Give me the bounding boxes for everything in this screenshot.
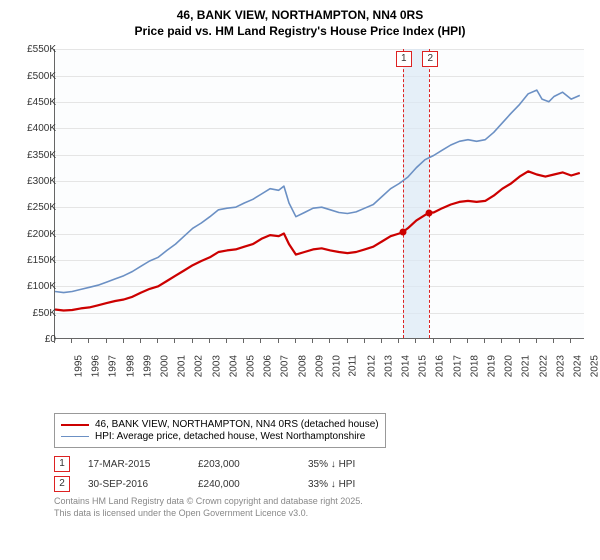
- legend-label-price-paid: 46, BANK VIEW, NORTHAMPTON, NN4 0RS (det…: [95, 419, 379, 430]
- sale-marker-icon-2: 2: [54, 476, 70, 492]
- x-axis-label: 2006: [263, 355, 274, 377]
- x-axis-label: 2015: [417, 355, 428, 377]
- x-axis-label: 2011: [348, 355, 359, 377]
- legend-row-price-paid: 46, BANK VIEW, NORTHAMPTON, NN4 0RS (det…: [61, 419, 379, 430]
- sale-delta: 33% ↓ HPI: [308, 479, 378, 490]
- x-axis-label: 1995: [73, 355, 84, 377]
- title-address: 46, BANK VIEW, NORTHAMPTON, NN4 0RS: [8, 8, 592, 24]
- sale-delta: 35% ↓ HPI: [308, 459, 378, 470]
- y-axis-label: £0: [14, 334, 56, 345]
- x-axis-label: 2003: [211, 355, 222, 377]
- y-axis-label: £500K: [14, 71, 56, 82]
- legend: 46, BANK VIEW, NORTHAMPTON, NN4 0RS (det…: [54, 413, 386, 448]
- legend-label-hpi: HPI: Average price, detached house, West…: [95, 431, 365, 442]
- y-axis-label: £100K: [14, 281, 56, 292]
- legend-swatch-hpi: [61, 436, 89, 437]
- series-svg: [55, 49, 585, 339]
- y-axis-label: £400K: [14, 123, 56, 134]
- x-axis-label: 2019: [486, 355, 497, 377]
- y-axis-label: £200K: [14, 229, 56, 240]
- footer: Contains HM Land Registry data © Crown c…: [54, 496, 592, 519]
- series-price_paid: [55, 171, 580, 310]
- x-axis-label: 2013: [383, 355, 394, 377]
- sale-date: 17-MAR-2015: [88, 459, 158, 470]
- x-axis-label: 2010: [331, 355, 342, 377]
- y-axis-label: £50K: [14, 308, 56, 319]
- x-axis-label: 2025: [589, 355, 600, 377]
- chart-container: 46, BANK VIEW, NORTHAMPTON, NN4 0RS Pric…: [0, 0, 600, 560]
- x-axis-label: 2009: [314, 355, 325, 377]
- x-axis-label: 1997: [108, 355, 119, 377]
- x-axis-label: 2004: [228, 355, 239, 377]
- footer-line-1: Contains HM Land Registry data © Crown c…: [54, 496, 592, 508]
- x-axis-label: 2002: [194, 355, 205, 377]
- x-axis-label: 2018: [469, 355, 480, 377]
- x-axis-label: 2005: [245, 355, 256, 377]
- chart-area: 12 £0 £50K £100K £150K £200K £250K £300K £350K £…: [8, 39, 592, 409]
- x-axis-label: 2017: [452, 355, 463, 377]
- legend-row-hpi: HPI: Average price, detached house, West…: [61, 431, 379, 442]
- y-axis-label: £350K: [14, 150, 56, 161]
- x-axis-label: 1996: [90, 355, 101, 377]
- x-axis-label: 2024: [572, 355, 583, 377]
- x-axis-label: 2014: [400, 355, 411, 377]
- y-axis-label: £300K: [14, 176, 56, 187]
- title-block: 46, BANK VIEW, NORTHAMPTON, NN4 0RS Pric…: [8, 8, 592, 39]
- x-axis-label: 2016: [435, 355, 446, 377]
- x-axis-label: 1998: [125, 355, 136, 377]
- title-subtitle: Price paid vs. HM Land Registry's House …: [8, 24, 592, 40]
- x-axis-label: 1999: [142, 355, 153, 377]
- y-axis-label: £550K: [14, 44, 56, 55]
- table-row: 2 30-SEP-2016 £240,000 33% ↓ HPI: [54, 476, 592, 492]
- x-axis-label: 2012: [366, 355, 377, 377]
- sale-price: £240,000: [198, 479, 268, 490]
- y-axis-label: £250K: [14, 202, 56, 213]
- table-row: 1 17-MAR-2015 £203,000 35% ↓ HPI: [54, 456, 592, 472]
- x-axis-label: 2000: [159, 355, 170, 377]
- x-axis-label: 2023: [555, 355, 566, 377]
- x-axis-label: 2008: [297, 355, 308, 377]
- sale-date: 30-SEP-2016: [88, 479, 158, 490]
- footer-line-2: This data is licensed under the Open Gov…: [54, 508, 592, 520]
- legend-swatch-price-paid: [61, 424, 89, 426]
- sales-table: 1 17-MAR-2015 £203,000 35% ↓ HPI 2 30-SE…: [54, 456, 592, 492]
- plot-area: 12: [54, 49, 584, 339]
- x-axis-label: 2022: [538, 355, 549, 377]
- sale-marker-icon-1: 1: [54, 456, 70, 472]
- x-axis-label: 2007: [280, 355, 291, 377]
- x-axis-label: 2001: [176, 355, 187, 377]
- y-axis-label: £450K: [14, 97, 56, 108]
- y-axis-label: £150K: [14, 255, 56, 266]
- series-hpi: [55, 90, 580, 293]
- x-axis-label: 2020: [503, 355, 514, 377]
- sale-price: £203,000: [198, 459, 268, 470]
- x-axis-label: 2021: [521, 355, 532, 377]
